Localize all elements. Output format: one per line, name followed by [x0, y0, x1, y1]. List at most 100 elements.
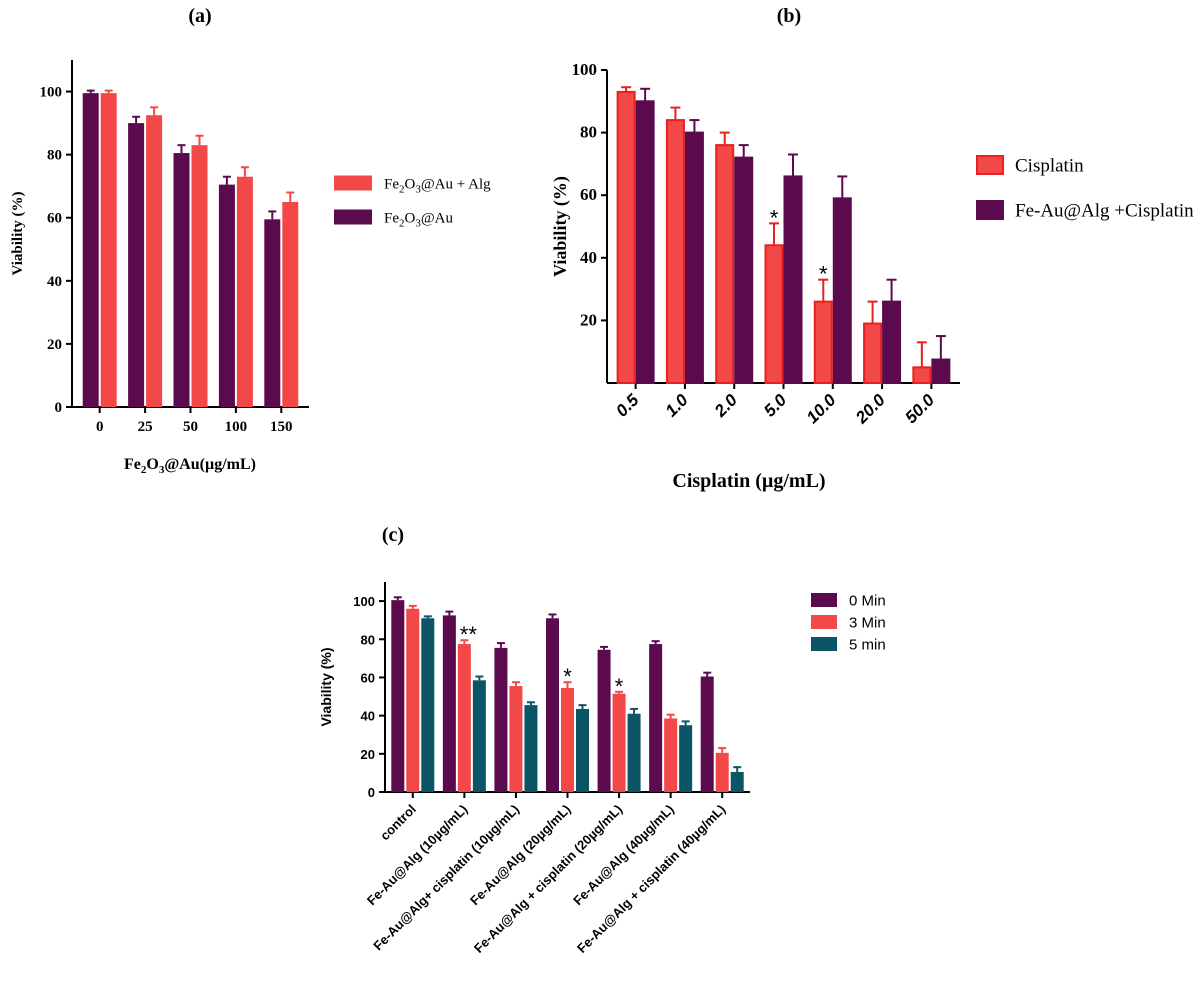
bar	[664, 718, 678, 792]
bar	[813, 300, 833, 384]
legend-label: Fe2O3@Au + Alg	[384, 176, 491, 195]
x-category-label: 25	[138, 419, 153, 435]
bar	[191, 145, 208, 407]
x-category-label: Fe-Au@Alg (40µg/mL)	[570, 802, 677, 909]
bar	[457, 644, 471, 792]
y-tick-label: 40	[580, 248, 597, 267]
x-axis-label: Cisplatin (µg/mL)	[672, 470, 825, 492]
significance-marker: *	[770, 205, 779, 230]
y-tick-label: 20	[47, 337, 62, 353]
x-category-label: 0	[96, 419, 104, 435]
x-category-label: Fe-Au@Alg (10µg/mL)	[364, 802, 471, 909]
x-category-label: 5.0	[760, 390, 791, 421]
bar	[82, 93, 99, 407]
x-category-label: 50	[183, 419, 198, 435]
legend-swatch	[976, 155, 1004, 175]
bar	[649, 644, 663, 792]
bar	[264, 219, 281, 407]
bar	[406, 608, 420, 792]
panel-a-label: (a)	[188, 5, 211, 27]
legend-swatch	[811, 593, 837, 607]
bar	[734, 156, 754, 384]
bar	[494, 647, 508, 792]
bar	[616, 90, 636, 384]
x-category-label: 10.0	[803, 390, 840, 427]
significance-marker: **	[460, 622, 478, 647]
legend-swatch	[811, 615, 837, 629]
x-axis-label: Fe2O3@Au(µg/mL)	[124, 456, 256, 476]
bar	[783, 175, 803, 384]
bar	[282, 201, 299, 407]
legend-swatch	[334, 175, 372, 191]
bar	[700, 676, 714, 792]
y-tick-label: 100	[40, 85, 63, 101]
bar	[546, 618, 559, 792]
bar	[597, 649, 611, 792]
bar	[561, 687, 574, 792]
bar	[612, 693, 626, 792]
bar	[684, 131, 704, 384]
chart-a: 0 20 40 60 80 100 Viability (%) 0 25 50 100 150 Fe2O…	[10, 60, 491, 476]
bar	[218, 184, 235, 407]
bar	[715, 144, 735, 384]
legend-swatch	[334, 209, 372, 225]
bar	[665, 119, 685, 385]
panel-c-label: (c)	[382, 524, 404, 546]
legend-label: 3 Min	[849, 614, 886, 631]
significance-marker: *	[563, 664, 572, 689]
x-category-label: Fe-Au@Alg (20µg/mL)	[467, 802, 574, 909]
y-tick-label: 40	[361, 709, 375, 724]
bar	[472, 680, 486, 792]
y-tick-label: 40	[47, 274, 62, 290]
bar	[509, 686, 523, 792]
y-tick-label: 60	[47, 211, 62, 227]
x-category-label: 150	[270, 419, 293, 435]
bar	[236, 176, 253, 407]
bar	[128, 123, 145, 407]
x-category-label: 1.0	[662, 390, 693, 421]
y-tick-label: 60	[580, 185, 597, 204]
x-category-label: 2.0	[710, 390, 741, 421]
y-axis-label: Viability (%)	[10, 191, 26, 275]
bar	[100, 93, 117, 407]
legend-swatch	[976, 200, 1004, 220]
panel-b-label: (b)	[777, 5, 801, 27]
bar	[635, 100, 655, 385]
bar	[764, 244, 784, 384]
y-axis-label: Viability (%)	[318, 647, 334, 726]
bar	[442, 615, 456, 792]
bar	[391, 600, 405, 792]
chart-b: 20 40 60 80 100 Viability (%) 0.5 1.0 2.0 5.0 * 10.…	[550, 60, 1194, 492]
y-tick-label: 100	[353, 594, 375, 609]
y-tick-label: 80	[580, 123, 597, 142]
bar	[421, 618, 435, 792]
y-tick-label: 80	[361, 632, 375, 647]
y-tick-label: 60	[361, 670, 375, 685]
bar	[882, 300, 902, 384]
x-category-label: 20.0	[851, 390, 889, 428]
bar	[576, 708, 589, 792]
legend-label: 5 min	[849, 636, 886, 653]
significance-marker: *	[615, 674, 624, 699]
bar	[627, 713, 641, 792]
bar	[912, 366, 932, 385]
x-category-label: 0.5	[612, 390, 643, 421]
legend-label: 0 Min	[849, 592, 886, 609]
y-tick-label: 20	[361, 747, 375, 762]
bar	[832, 197, 852, 384]
x-category-label: control	[377, 802, 419, 844]
y-tick-label: 0	[55, 400, 63, 416]
x-category-label: 50.0	[901, 390, 938, 427]
legend-label: Fe-Au@Alg +Cisplatin	[1015, 201, 1194, 222]
legend-swatch	[811, 637, 837, 651]
y-tick-label: 20	[580, 310, 597, 329]
bar	[146, 115, 163, 408]
bar	[730, 771, 744, 792]
bar	[863, 322, 883, 384]
y-tick-label: 0	[368, 785, 375, 800]
y-tick-label: 100	[572, 60, 598, 79]
bar	[524, 705, 538, 792]
legend-label: Fe2O3@Au	[384, 210, 453, 229]
